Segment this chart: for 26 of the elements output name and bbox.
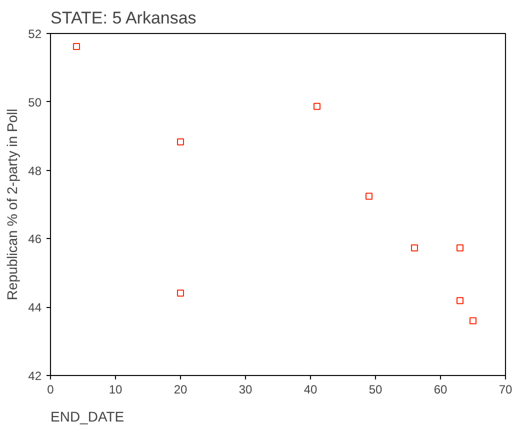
point — [366, 192, 372, 200]
y-axis-title: Republican % of 2-party in Poll — [4, 108, 20, 300]
point — [470, 317, 476, 324]
x-tick-label: 70 — [498, 382, 512, 396]
x-tick-label: 0 — [47, 382, 54, 396]
x-axis-title: END_DATE — [50, 408, 124, 424]
x-tick-label: 60 — [434, 382, 448, 396]
chart-title: STATE: 5 Arkansas — [50, 8, 196, 28]
point — [456, 297, 464, 304]
point — [177, 138, 184, 146]
x-tick-label: 30 — [238, 382, 252, 396]
point — [314, 102, 320, 110]
y-tick-label: 44 — [28, 300, 42, 315]
point — [456, 244, 464, 252]
point — [411, 244, 418, 252]
x-tick-label: 40 — [304, 382, 318, 396]
x-tick-label: 10 — [108, 382, 122, 396]
x-tick-label: 50 — [368, 382, 382, 396]
y-tick-label: 48 — [28, 164, 42, 178]
point — [177, 290, 184, 297]
y-tick-label: 46 — [28, 232, 42, 246]
point — [73, 42, 80, 50]
y-tick-label: 50 — [28, 95, 42, 110]
y-tick-label: 42 — [28, 369, 42, 383]
x-tick-label: 20 — [174, 382, 188, 396]
y-tick-label: 52 — [28, 27, 42, 41]
